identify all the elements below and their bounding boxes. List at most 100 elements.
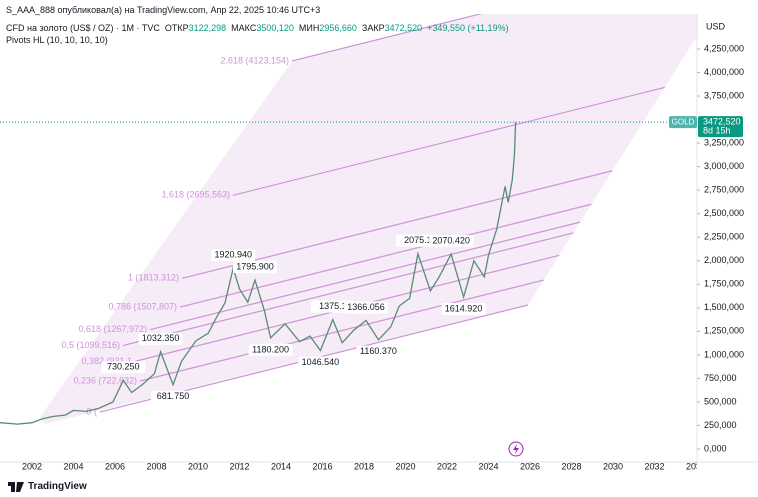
label: ОТКР — [164, 23, 189, 33]
y-tick-label: 4,000,000 — [704, 67, 744, 77]
y-tick-label: 4,250,000 — [704, 43, 744, 53]
pivot: 1160.370 — [356, 345, 401, 358]
pivot-box — [298, 356, 343, 369]
pivot-label: 1032.350 — [142, 333, 180, 343]
ohlc: CFD на золото (US$ / OZ) · 1M · TVC ОТКР… — [6, 22, 509, 34]
x-tick-label: 2018 — [354, 461, 374, 471]
pivot: 730.250 — [101, 361, 146, 374]
y-tick-label: 2,250,000 — [704, 232, 744, 242]
y-tick-label: 3,750,000 — [704, 90, 744, 100]
y-tick-label: 1,000,000 — [704, 349, 744, 359]
pivot-box — [310, 300, 355, 313]
pivot-box — [356, 345, 401, 358]
header: S_AAA_888 опубликовал(а) на TradingView.… — [6, 4, 509, 46]
y-tick-label: 2,750,000 — [704, 185, 744, 195]
fib-label: 0,382 (931,1 — [81, 356, 132, 366]
fib-line — [291, 14, 483, 62]
pivot-box — [233, 260, 278, 273]
x-tick-label: 2026 — [520, 461, 540, 471]
y-tick-label: 2,500,000 — [704, 208, 744, 218]
fib-line — [149, 221, 581, 331]
y-tick-label: 2,000,000 — [704, 255, 744, 265]
x-tick-label: 2004 — [63, 461, 83, 471]
pivot-label: 1366.056 — [347, 302, 385, 312]
y-tick-label: 250,000 — [704, 420, 737, 430]
fib-label: 0,786 (1507,807) — [108, 301, 177, 311]
pivot-label: 1046.540 — [302, 357, 340, 367]
pivot-box — [151, 390, 196, 403]
pivot-label: 2075.1 — [404, 235, 432, 245]
symbol-tag — [669, 116, 697, 129]
x-tick-label: 2032 — [644, 461, 664, 471]
indicator: Pivots HL (10, 10, 10, 10) — [6, 35, 108, 45]
pivot: 1366.056 — [344, 301, 389, 314]
pivot: 2070.420 — [429, 235, 474, 248]
x-tick-label: 2012 — [229, 461, 249, 471]
pivot-box — [429, 235, 474, 248]
pivot: 1180.200 — [248, 343, 293, 356]
x-tick-label: 2006 — [105, 461, 125, 471]
fib-line — [122, 232, 574, 347]
fib-line — [232, 86, 665, 196]
y-tick-label: 1,500,000 — [704, 302, 744, 312]
pivot: 1795.900 — [233, 260, 278, 273]
footer: TradingView — [8, 481, 87, 492]
channel-fill — [40, 14, 697, 425]
fib-label: 0,5 (1099,516) — [61, 340, 120, 350]
pivot-box — [248, 343, 293, 356]
label: МИН — [298, 23, 320, 33]
pivot: 681.750 — [151, 390, 196, 403]
fib-label: 0,236 (722,632) — [73, 375, 137, 385]
fib-line — [139, 279, 544, 382]
value: 3500,120 — [256, 23, 294, 33]
x-tick-label: 2010 — [188, 461, 208, 471]
plot: 0 (0,236 (722,632) 0,382 (931,1 0,5 (1099,… — [0, 14, 697, 425]
x-tick-label: 2008 — [146, 461, 166, 471]
y-tick-label: 750,000 — [704, 373, 737, 383]
pivot-label: 1614.920 — [445, 303, 483, 313]
x-tick-label: 2034 — [686, 461, 706, 471]
value: 3122,298 — [188, 23, 227, 33]
pivot-label: 681.750 — [157, 391, 190, 401]
y-tick-label: 1,750,000 — [704, 279, 744, 289]
x-tick-label: 2020 — [395, 461, 415, 471]
price-line — [0, 122, 517, 425]
pivot-label: 730.250 — [107, 362, 140, 372]
pivot: 1920.940 — [211, 249, 256, 262]
symbol: CFD на золото (US$ / OZ) · 1M · TVC — [6, 23, 160, 33]
pivot-box — [344, 301, 389, 314]
pivot: 2075.1 — [395, 234, 440, 247]
symbol-tag-text: GOLD — [672, 117, 695, 126]
countdown: 8d 15h — [703, 126, 731, 136]
pivot-box — [138, 332, 183, 345]
price-tag — [698, 116, 743, 138]
value: 3472,520 — [384, 23, 423, 33]
label: ЗАКР — [361, 23, 385, 33]
y-tick-label: 500,000 — [704, 396, 737, 406]
pivot-label: 1180.200 — [252, 344, 289, 354]
pivot-box — [395, 234, 440, 247]
pivot-label: 1160.370 — [360, 346, 397, 356]
pivot-label: 1795.900 — [236, 261, 274, 271]
x-axis: 2002 2004 2006 2008 2010 2012 2014 2016 2018 2020… — [22, 461, 706, 471]
pivot-box — [101, 361, 146, 374]
x-tick-label: 2002 — [22, 461, 42, 471]
y-tick-label: 0,000 — [704, 443, 727, 453]
fib-label: 1 (1813,312) — [128, 273, 179, 283]
pivot-label: 1920.940 — [214, 250, 252, 260]
x-tick-label: 2024 — [478, 461, 498, 471]
y-tick-label: 3,000,000 — [704, 161, 744, 171]
fib-label: 1,618 (2695,563) — [161, 190, 230, 200]
y-tick-label: 1,250,000 — [704, 326, 744, 336]
publisher: S_AAA_888 опубликовал(а) на TradingView.… — [6, 5, 321, 15]
value: 2956,660 — [319, 23, 357, 33]
pivot: 1032.350 — [138, 332, 183, 345]
x-tick-label: 2016 — [312, 461, 332, 471]
pivot: 1046.540 — [298, 356, 343, 369]
pivot-box — [441, 303, 486, 316]
x-tick-label: 2014 — [271, 461, 291, 471]
y-tick-label: 3,250,000 — [704, 138, 744, 148]
fib-label: 2,618 (4123,154) — [220, 55, 289, 65]
brand: TradingView — [28, 481, 87, 492]
